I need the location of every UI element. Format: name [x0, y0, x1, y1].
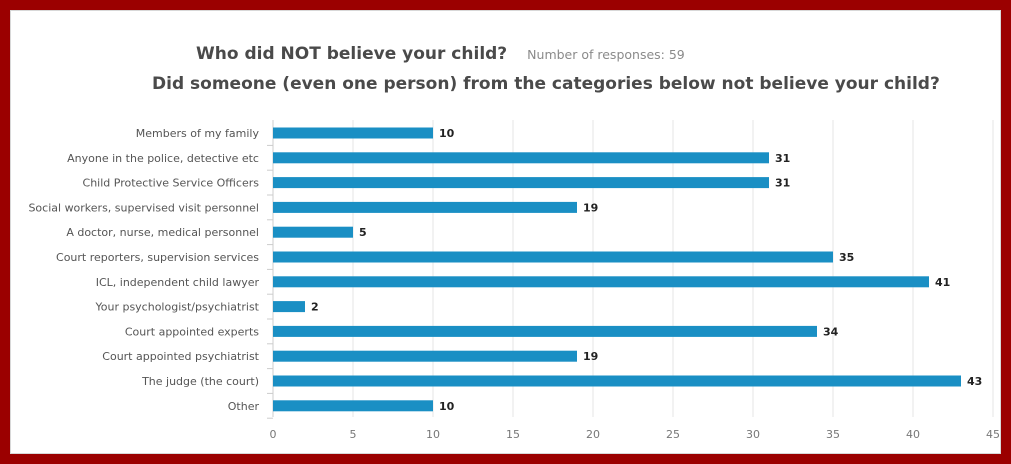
- bar: [273, 350, 577, 362]
- bar: [273, 201, 577, 213]
- data-label: 34: [823, 325, 839, 338]
- x-tick-label: 40: [906, 428, 920, 441]
- response-count: Number of responses: 59: [527, 47, 685, 62]
- bar: [273, 152, 769, 164]
- category-label: Anyone in the police, detective etc: [67, 152, 259, 165]
- category-label: ICL, independent child lawyer: [96, 276, 260, 289]
- category-label: A doctor, nurse, medical personnel: [66, 226, 259, 239]
- category-label: Court appointed psychiatrist: [102, 350, 259, 363]
- data-label: 10: [439, 400, 455, 413]
- chart-subtitle: Did someone (even one person) from the c…: [152, 74, 940, 94]
- bar: [273, 127, 433, 139]
- bar: [273, 325, 817, 337]
- x-tick-label: 15: [506, 428, 520, 441]
- category-label: Child Protective Service Officers: [83, 177, 260, 190]
- x-tick-label: 5: [350, 428, 357, 441]
- title-row: Who did NOT believe your child? Number o…: [196, 44, 685, 64]
- category-label: The judge (the court): [141, 375, 259, 388]
- category-label: Court appointed experts: [125, 325, 259, 338]
- bar: [273, 251, 833, 263]
- data-label: 41: [935, 276, 950, 289]
- category-label: Court reporters, supervision services: [56, 251, 259, 264]
- data-label: 19: [583, 201, 598, 214]
- bar: [273, 400, 433, 412]
- bar: [273, 177, 769, 189]
- bar: [273, 226, 353, 238]
- x-tick-label: 35: [826, 428, 840, 441]
- data-label: 31: [775, 177, 790, 190]
- x-tick-label: 30: [746, 428, 760, 441]
- data-label: 31: [775, 152, 790, 165]
- category-label: Your psychologist/psychiatrist: [94, 301, 259, 314]
- data-label: 10: [439, 127, 455, 140]
- x-tick-label: 25: [666, 428, 680, 441]
- bar: [273, 276, 929, 288]
- category-label: Social workers, supervised visit personn…: [28, 201, 259, 214]
- chart-title: Who did NOT believe your child?: [196, 44, 508, 64]
- bar: [273, 301, 305, 313]
- category-label: Other: [228, 400, 260, 413]
- data-label: 35: [839, 251, 854, 264]
- data-label: 43: [967, 375, 982, 388]
- data-label: 19: [583, 350, 598, 363]
- bar: [273, 375, 961, 387]
- x-tick-label: 20: [586, 428, 600, 441]
- data-label: 5: [359, 226, 367, 239]
- x-tick-label: 10: [426, 428, 440, 441]
- data-label: 2: [311, 301, 319, 314]
- x-tick-label: 45: [986, 428, 1000, 441]
- x-tick-label: 0: [270, 428, 277, 441]
- category-label: Members of my family: [136, 127, 260, 140]
